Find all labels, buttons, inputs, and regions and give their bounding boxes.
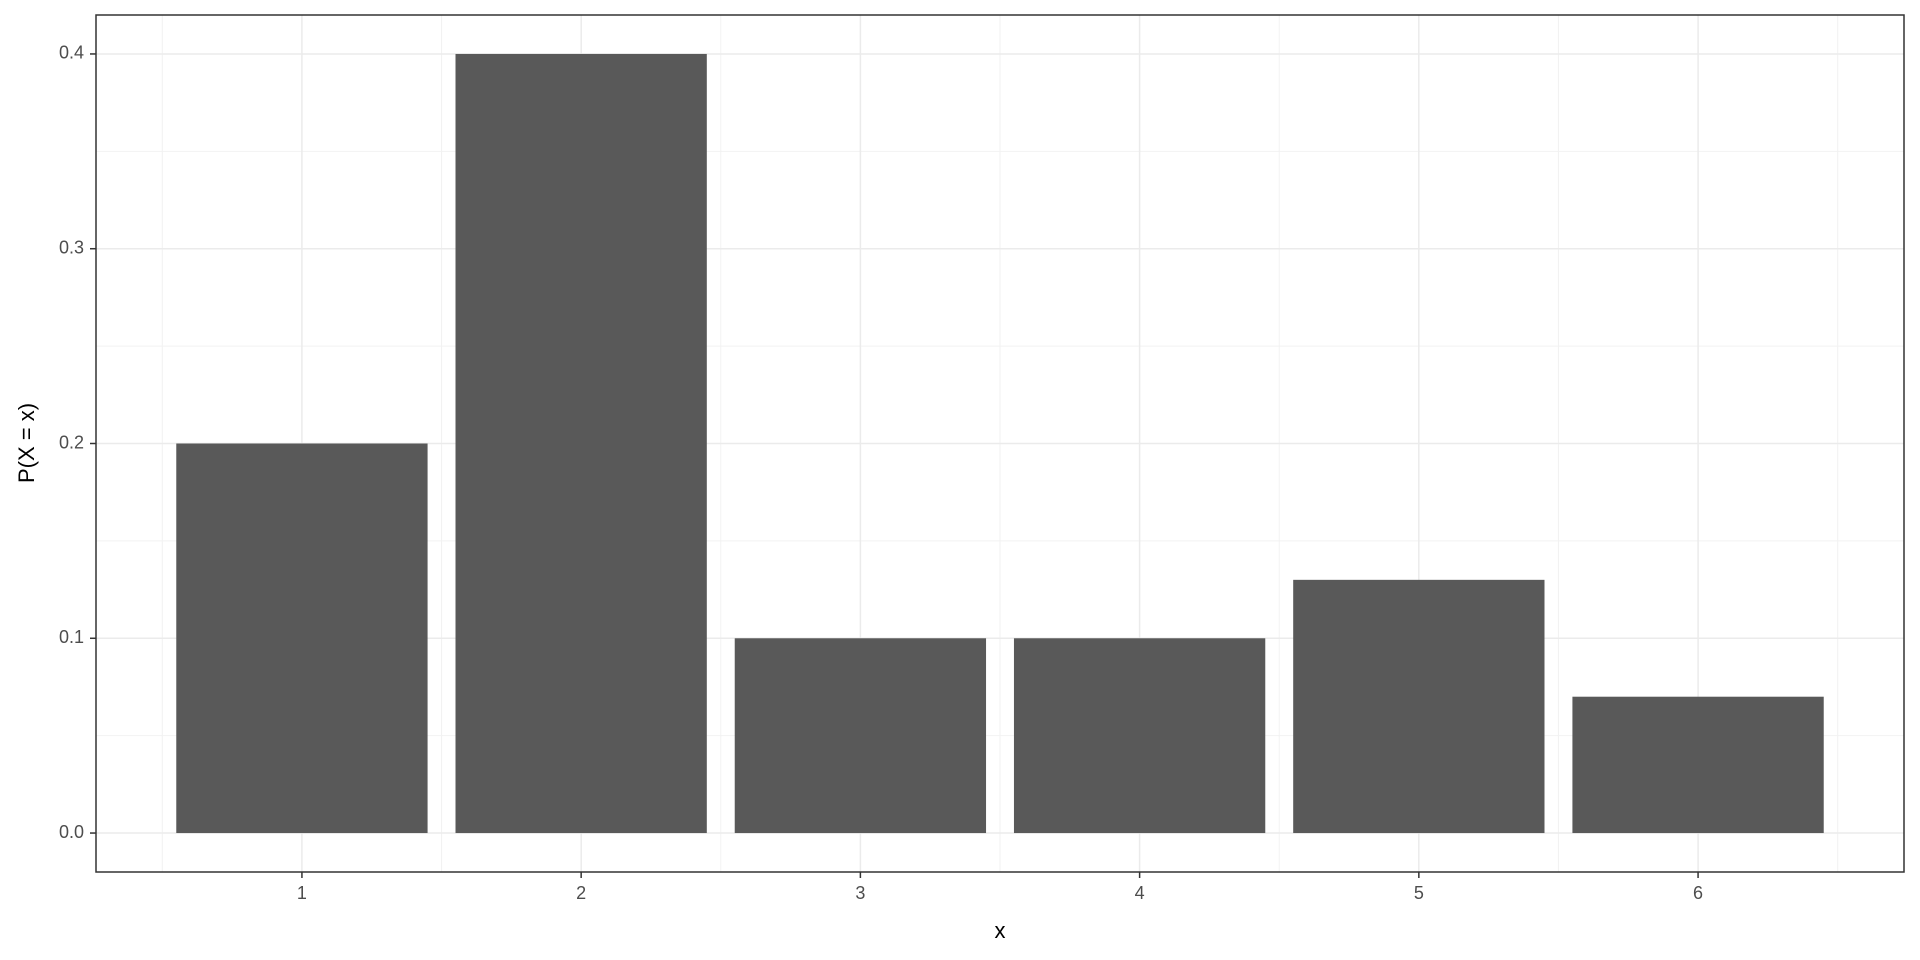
labels: 0.0 0.1 0.2 0.3 0.4 1 2 3 4 5 6 [59,43,1703,903]
x-tick-label: 4 [1135,883,1145,903]
y-tick-label: 0.3 [59,237,84,257]
bar [1293,579,1545,834]
y-tick-label: 0.4 [59,43,84,63]
bar [176,443,428,834]
x-tick-label: 5 [1414,883,1424,903]
y-tick-label: 0.0 [59,822,84,842]
x-axis-title: x [995,918,1006,943]
x-tick-label: 3 [855,883,865,903]
y-tick-label: 0.2 [59,432,84,452]
bars [176,53,1824,834]
x-tick-label: 6 [1693,883,1703,903]
bar [455,53,707,834]
bar [1013,638,1266,834]
y-axis-title: P(X = x) [14,403,39,483]
x-tick-label: 1 [297,883,307,903]
bar [1572,696,1824,834]
y-tick-label: 0.1 [59,627,84,647]
x-tick-label: 2 [576,883,586,903]
panel-border [95,14,1905,873]
bar [734,638,987,834]
